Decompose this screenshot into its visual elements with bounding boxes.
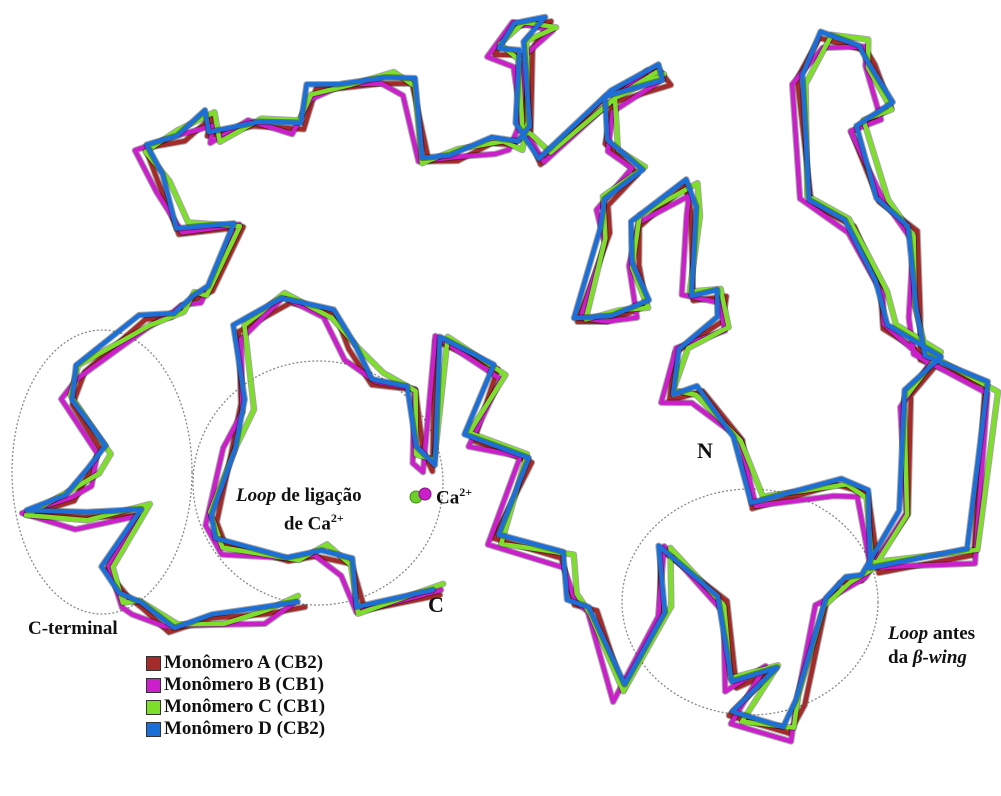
legend-item-d: Monômero D (CB2)	[146, 718, 325, 740]
legend-item-a: Monômero A (CB2)	[146, 652, 325, 674]
calcium-ion-label: Ca2+	[436, 485, 473, 509]
c-end-label: C	[428, 592, 444, 617]
c-terminal-region-circle	[11, 329, 193, 615]
backbone-traces	[18, 13, 1001, 745]
legend: Monômero A (CB2) Monômero B (CB1) Monôme…	[146, 652, 325, 740]
loop-ca-binding-label: Loop de ligação de Ca2+	[236, 485, 362, 535]
legend-swatch	[146, 699, 161, 715]
c-terminal-label: C-terminal	[28, 618, 118, 639]
legend-label: Monômero B (CB1)	[164, 674, 325, 695]
legend-item-b: Monômero B (CB1)	[146, 674, 325, 696]
legend-label: Monômero A (CB2)	[164, 652, 324, 673]
chain-c-trace	[23, 19, 1001, 730]
n-end-label: N	[697, 438, 713, 463]
legend-swatch	[146, 721, 161, 737]
legend-swatch	[146, 655, 161, 671]
legend-swatch	[146, 677, 161, 693]
legend-label: Monômero D (CB2)	[164, 718, 326, 739]
loop-beta-wing-label: Loop antes da β-wing	[888, 623, 976, 668]
legend-label: Monômero C (CB1)	[164, 696, 326, 717]
calcium-ion-magenta	[418, 487, 432, 501]
chain-d-trace	[24, 14, 991, 730]
legend-item-c: Monômero C (CB1)	[146, 696, 325, 718]
chain-b-trace	[19, 19, 990, 744]
calcium-loop-region-circle	[192, 360, 444, 606]
